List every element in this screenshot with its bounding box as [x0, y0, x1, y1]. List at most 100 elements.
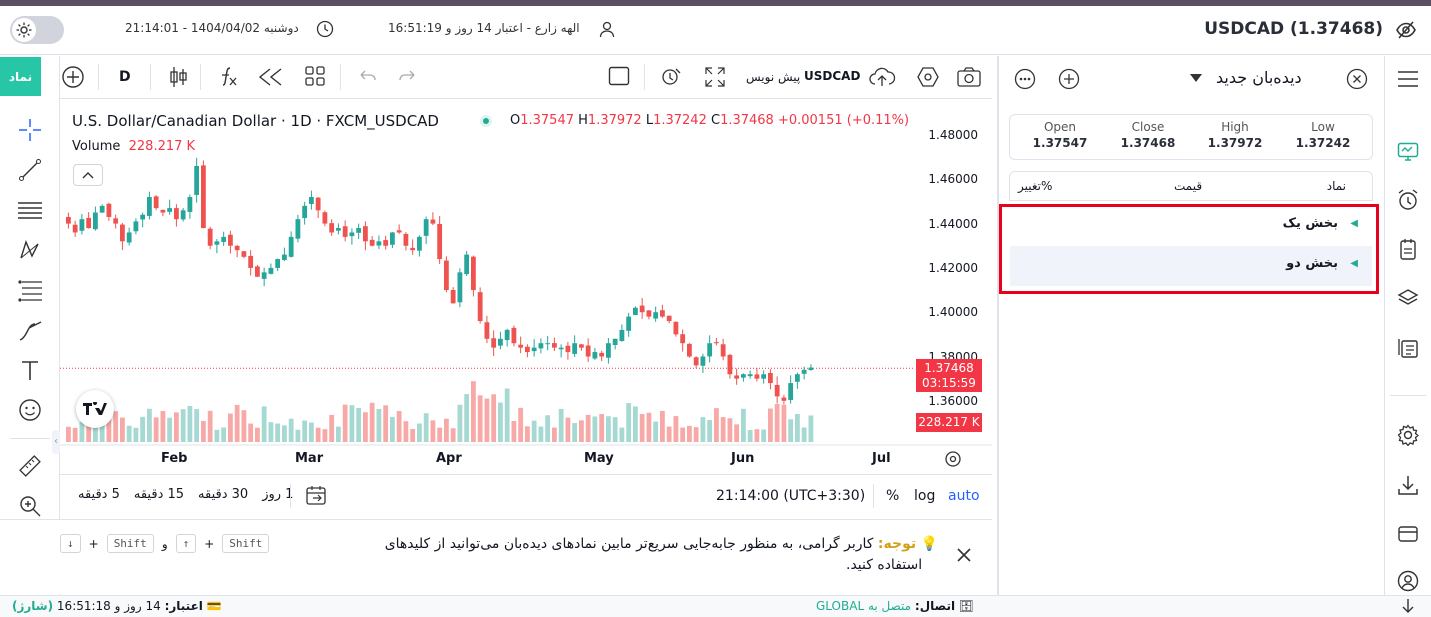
menu-icon[interactable]: [1397, 69, 1419, 89]
horizontal-lines-icon[interactable]: [16, 196, 44, 224]
draft-label[interactable]: پیش نویس: [746, 70, 801, 84]
layers-icon[interactable]: [1397, 287, 1419, 309]
candle: [282, 254, 287, 260]
expand-arrow-icon[interactable]: ◀: [1350, 218, 1358, 229]
account-icon[interactable]: [1397, 570, 1419, 592]
eye-off-icon[interactable]: [1396, 21, 1416, 39]
zoom-in-icon[interactable]: [16, 492, 44, 520]
volume-bar: [396, 411, 402, 442]
volume-bar: [477, 395, 483, 442]
undo-icon[interactable]: [357, 67, 377, 85]
list-icon[interactable]: [1397, 337, 1419, 359]
candle: [498, 338, 503, 346]
tradingview-logo-icon[interactable]: [76, 390, 114, 428]
close-icon[interactable]: [955, 546, 973, 564]
candle: [450, 290, 456, 304]
clock-icon: [316, 20, 334, 38]
brush-icon[interactable]: [16, 316, 44, 344]
replay-icon[interactable]: [256, 65, 284, 89]
volume-bar: [572, 423, 578, 442]
toolbar-symbol[interactable]: USDCAD: [804, 69, 861, 83]
notice-title: توجه:: [877, 536, 917, 552]
symbol-button[interactable]: نماد: [0, 57, 41, 96]
redo-icon[interactable]: [398, 67, 418, 85]
indicators-icon[interactable]: [218, 65, 242, 89]
range-5m[interactable]: 5 دقیقه: [78, 487, 120, 502]
ohlc-close: 1.37468: [720, 113, 774, 128]
volume-bar: [383, 405, 389, 442]
goto-icon[interactable]: [944, 450, 962, 468]
candles-icon[interactable]: [166, 65, 190, 89]
date-range-icon[interactable]: [305, 484, 327, 506]
camera-icon[interactable]: [956, 65, 982, 89]
log-toggle[interactable]: log: [914, 488, 936, 504]
auto-toggle[interactable]: auto: [948, 488, 980, 504]
volume-bar: [336, 426, 341, 442]
volume-bar: [417, 423, 422, 442]
download-icon[interactable]: [1397, 474, 1419, 496]
dropdown-caret-icon[interactable]: [1190, 74, 1202, 82]
watchlist-title[interactable]: دیده‌بان جدید: [1216, 68, 1302, 87]
gear-icon[interactable]: [1397, 424, 1419, 446]
fib-icon[interactable]: [16, 276, 44, 304]
candle: [673, 321, 679, 335]
range-15m[interactable]: 15 دقیقه: [133, 487, 185, 502]
watchlist-icon[interactable]: [1397, 141, 1419, 163]
charge-link[interactable]: (شارژ): [12, 599, 54, 613]
candle: [484, 322, 490, 339]
range-1d[interactable]: 1 روز: [262, 487, 293, 502]
divider: [290, 484, 291, 508]
notes-icon[interactable]: [1397, 238, 1419, 260]
more-icon[interactable]: [1014, 68, 1036, 90]
settings-hex-icon[interactable]: [916, 65, 940, 89]
expand-arrow-icon[interactable]: ◀: [1350, 258, 1358, 269]
collapse-handle[interactable]: ‹: [52, 430, 60, 454]
candle: [592, 352, 598, 359]
col-price[interactable]: قیمت: [1174, 179, 1203, 193]
section-label: بخش یک: [1282, 216, 1338, 231]
trend-line-icon[interactable]: [16, 156, 44, 184]
chart-time[interactable]: 21:14:00 (UTC+3:30): [716, 488, 866, 504]
candle: [754, 374, 760, 379]
candle: [619, 329, 625, 341]
layout-icon[interactable]: [304, 65, 326, 87]
expand-icon[interactable]: [704, 66, 726, 88]
collapse-legend-icon[interactable]: [73, 164, 103, 186]
panel-divider[interactable]: [997, 56, 999, 596]
add-watchlist-icon[interactable]: [1058, 68, 1080, 90]
range-30m[interactable]: 30 دقیقه: [198, 487, 249, 502]
add-symbol-icon[interactable]: [61, 65, 85, 89]
volume-bar: [761, 429, 767, 442]
interval-button[interactable]: D: [119, 69, 131, 85]
volume-bar: [511, 421, 517, 442]
candle: [268, 267, 274, 274]
ohlc-l-label: L: [645, 113, 654, 128]
candle: [417, 236, 422, 251]
text-icon[interactable]: [16, 356, 44, 384]
pattern-icon[interactable]: [16, 236, 44, 264]
volume-bar: [295, 429, 301, 442]
crosshair-icon[interactable]: [16, 116, 44, 144]
candle: [491, 338, 497, 348]
col-change[interactable]: تغییر%: [1018, 179, 1053, 193]
scroll-down-icon[interactable]: [1400, 598, 1416, 614]
ruler-icon[interactable]: [16, 452, 44, 480]
watchlist-section[interactable]: بخش دو ◀: [1010, 246, 1372, 286]
price-chart[interactable]: [60, 100, 992, 474]
fullscreen-rect-icon[interactable]: [608, 66, 630, 86]
emoji-icon[interactable]: [16, 396, 44, 424]
percent-toggle[interactable]: %: [886, 488, 900, 504]
volume-bar: [153, 417, 159, 442]
watchlist-section[interactable]: بخش یک ◀: [1010, 206, 1372, 246]
volume-bar: [660, 410, 665, 442]
time-tick: Mar: [295, 451, 324, 466]
alarm-icon[interactable]: [1397, 189, 1419, 211]
cloud-upload-icon[interactable]: [868, 66, 896, 88]
sun-icon[interactable]: [12, 18, 36, 42]
candle: [336, 228, 341, 231]
alert-icon[interactable]: [660, 65, 684, 89]
close-watchlist-icon[interactable]: [1346, 68, 1368, 90]
wallet-icon[interactable]: [1397, 523, 1419, 545]
col-symbol[interactable]: نماد: [1326, 179, 1346, 193]
candle: [612, 338, 618, 346]
